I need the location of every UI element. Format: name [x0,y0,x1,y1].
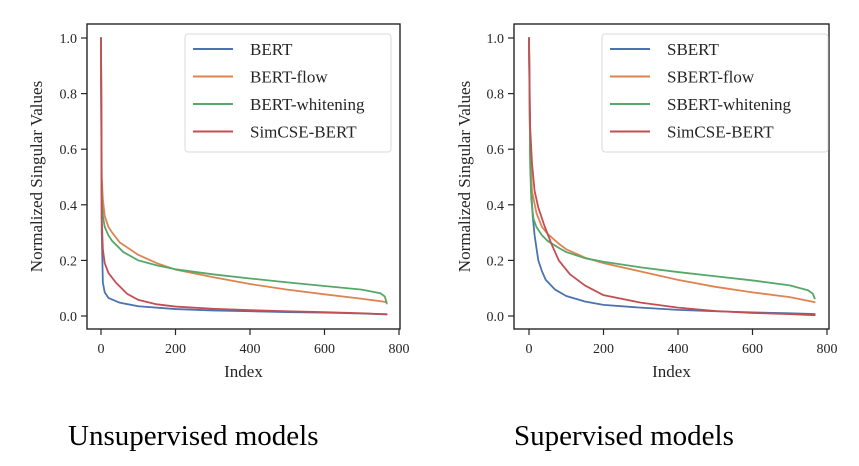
chart-2-x-tick-label: 200 [593,342,614,357]
chart-1-legend-label: BERT [250,40,293,59]
chart-2-legend-box [601,33,829,153]
chart-2-y-tick-label: 1.0 [487,32,505,47]
chart-1-y-axis-label: Normalized Singular Values [27,81,46,272]
chart-1-x-tick-label: 0 [98,342,105,357]
chart-2-axes-frame [513,23,830,330]
chart-1-x-tick-label: 200 [165,342,186,357]
chart-1-x-tick-label: 600 [314,342,335,357]
chart-2-x-tick-label: 400 [668,342,689,357]
chart-2-y-tick-label: 0.0 [487,310,505,325]
chart-1-legend-label: SimCSE-BERT [250,123,357,142]
chart-1-y-tick-label: 0.8 [60,88,78,103]
chart-2-legend-label: SBERT [667,40,719,59]
caption-unsupervised: Unsupervised models [68,420,319,452]
chart-2-series-line-sbert-whitening [528,37,816,300]
chart-2-x-tick-label: 600 [742,342,763,357]
chart-2-y-tick-label: 0.8 [487,88,505,103]
chart-2-series-line-simcse-bert [528,37,816,317]
chart-1-y-tick-label: 0.0 [60,310,78,325]
chart-1-series-line-bert-flow [100,37,388,304]
chart-2-y-tick-label: 0.2 [487,254,505,269]
chart-2-x-axis-label: Index [652,362,691,381]
chart-2-legend-label: SBERT-flow [667,68,755,87]
chart-1-y-tick-label: 0.4 [60,199,78,214]
chart-2-x-tick-label: 0 [526,342,533,357]
chart-1-axes-frame [86,23,401,330]
caption-supervised: Supervised models [514,420,734,452]
chart-1-x-tick-label: 800 [389,342,410,357]
chart-1-legend-label: BERT-whitening [250,95,365,114]
chart-2-y-axis-label: Normalized Singular Values [455,81,474,272]
chart-2-x-tick-label: 800 [817,342,838,357]
chart-1-x-tick-label: 400 [240,342,261,357]
chart-2-series-line-sbert-flow [528,37,816,304]
chart-2-y-tick-label: 0.4 [487,199,505,214]
chart-1-legend-box [184,33,392,153]
chart-1-x-axis-label: Index [224,362,263,381]
chart-1-legend-label: BERT-flow [250,68,328,87]
chart-1-y-tick-label: 0.6 [60,143,78,158]
chart-2-legend-label: SBERT-whitening [667,95,791,114]
chart-1-series-line-simcse-bert [100,37,388,316]
chart-2-y-tick-label: 0.6 [487,143,505,158]
chart-1-y-tick-label: 0.2 [60,254,78,269]
chart-2-legend-label: SimCSE-BERT [667,123,774,142]
chart-1-y-tick-label: 1.0 [60,32,78,47]
chart-1-series-line-bert-whitening [100,37,388,305]
